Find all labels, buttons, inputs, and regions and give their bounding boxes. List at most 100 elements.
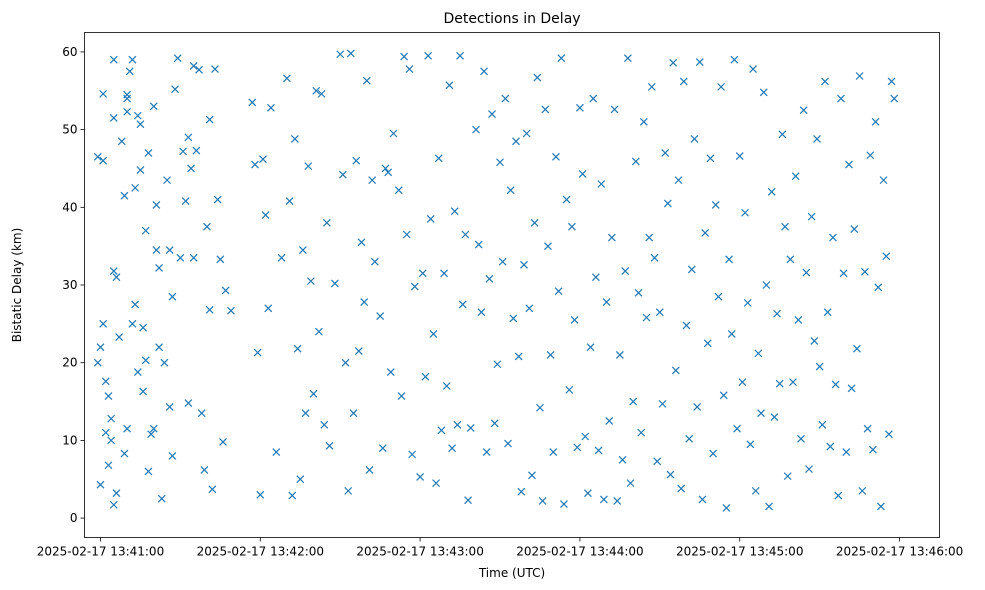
data-point [304,162,313,171]
data-point [104,461,113,470]
data-point [155,343,164,352]
data-point [730,55,739,64]
data-point [219,438,227,446]
data-point [759,88,768,97]
data-point [767,187,776,196]
data-point [797,434,805,443]
data-point [123,107,132,116]
data-point [517,487,526,496]
data-point [538,497,547,505]
data-point [658,399,667,408]
y-tick-label: 20 [62,356,77,370]
data-point [482,448,491,456]
data-point [440,269,449,278]
data-point [557,54,566,63]
data-point [751,486,760,495]
data-point [248,98,257,107]
data-point [863,424,872,433]
data-point [184,399,193,408]
data-point [133,368,142,376]
data-point [152,246,161,254]
data-point [669,58,678,67]
data-point [642,313,651,322]
data-point [453,420,462,429]
data-point [416,472,425,481]
data-point [623,54,632,63]
data-point [155,263,164,272]
data-point [205,115,214,124]
data-point [264,304,273,313]
y-axis-ticks: 0 10 20 30 40 50 60 [62,45,85,525]
data-point [208,485,217,494]
data-point [679,77,688,86]
data-point [842,448,851,456]
data-point [442,382,451,390]
data-point [144,148,153,157]
data-point [834,491,843,500]
data-point [573,443,582,452]
data-point [171,85,179,94]
data-point [629,397,638,406]
data-point [437,426,446,435]
data-point [312,86,321,95]
y-tick-label: 30 [62,278,77,292]
data-point [741,208,749,217]
data-point [163,176,171,185]
data-point [805,465,813,474]
data-point [368,176,377,185]
data-point [306,277,315,286]
data-point [456,51,464,60]
data-point [698,495,707,504]
data-point [136,120,145,129]
data-point [568,222,576,231]
y-axis-label: Bistatic Delay (km) [10,228,24,343]
data-point [253,348,262,357]
data-point [128,55,137,64]
data-point [354,347,363,355]
data-point [778,130,787,139]
data-point [815,362,824,371]
data-point [514,352,523,361]
data-point [615,350,624,359]
data-point [879,176,888,185]
data-point [168,451,177,460]
data-point [586,343,595,352]
data-point [498,257,507,266]
data-point [541,105,550,114]
data-point [309,389,318,398]
data-point [301,409,310,418]
data-point [757,409,765,418]
data-point [325,441,334,450]
data-point [821,77,829,86]
data-point [687,265,696,274]
y-tick-label: 40 [62,200,77,214]
data-point [165,403,174,411]
data-point [866,151,875,160]
data-point [344,486,353,495]
data-point [346,49,355,58]
data-point [176,253,185,262]
x-tick-label: 2025-02-17 13:41:00 [37,545,164,559]
data-point [549,448,558,456]
data-point [288,491,297,500]
data-point [317,89,326,98]
data-point [107,414,116,423]
data-point [690,135,699,143]
data-point [618,455,627,464]
data-point [187,164,195,173]
data-point [480,67,488,76]
data-point [666,470,675,479]
data-point [349,409,358,418]
data-point [173,54,182,63]
data-point [807,212,816,221]
data-point [189,253,198,262]
data-point [181,197,190,206]
data-point [485,274,494,283]
data-point [493,360,502,369]
data-point [533,73,542,82]
data-point [93,152,102,161]
data-point [591,273,600,282]
data-point [695,58,704,66]
data-point [261,211,270,220]
x-axis-label: Time (UTC) [478,566,545,580]
